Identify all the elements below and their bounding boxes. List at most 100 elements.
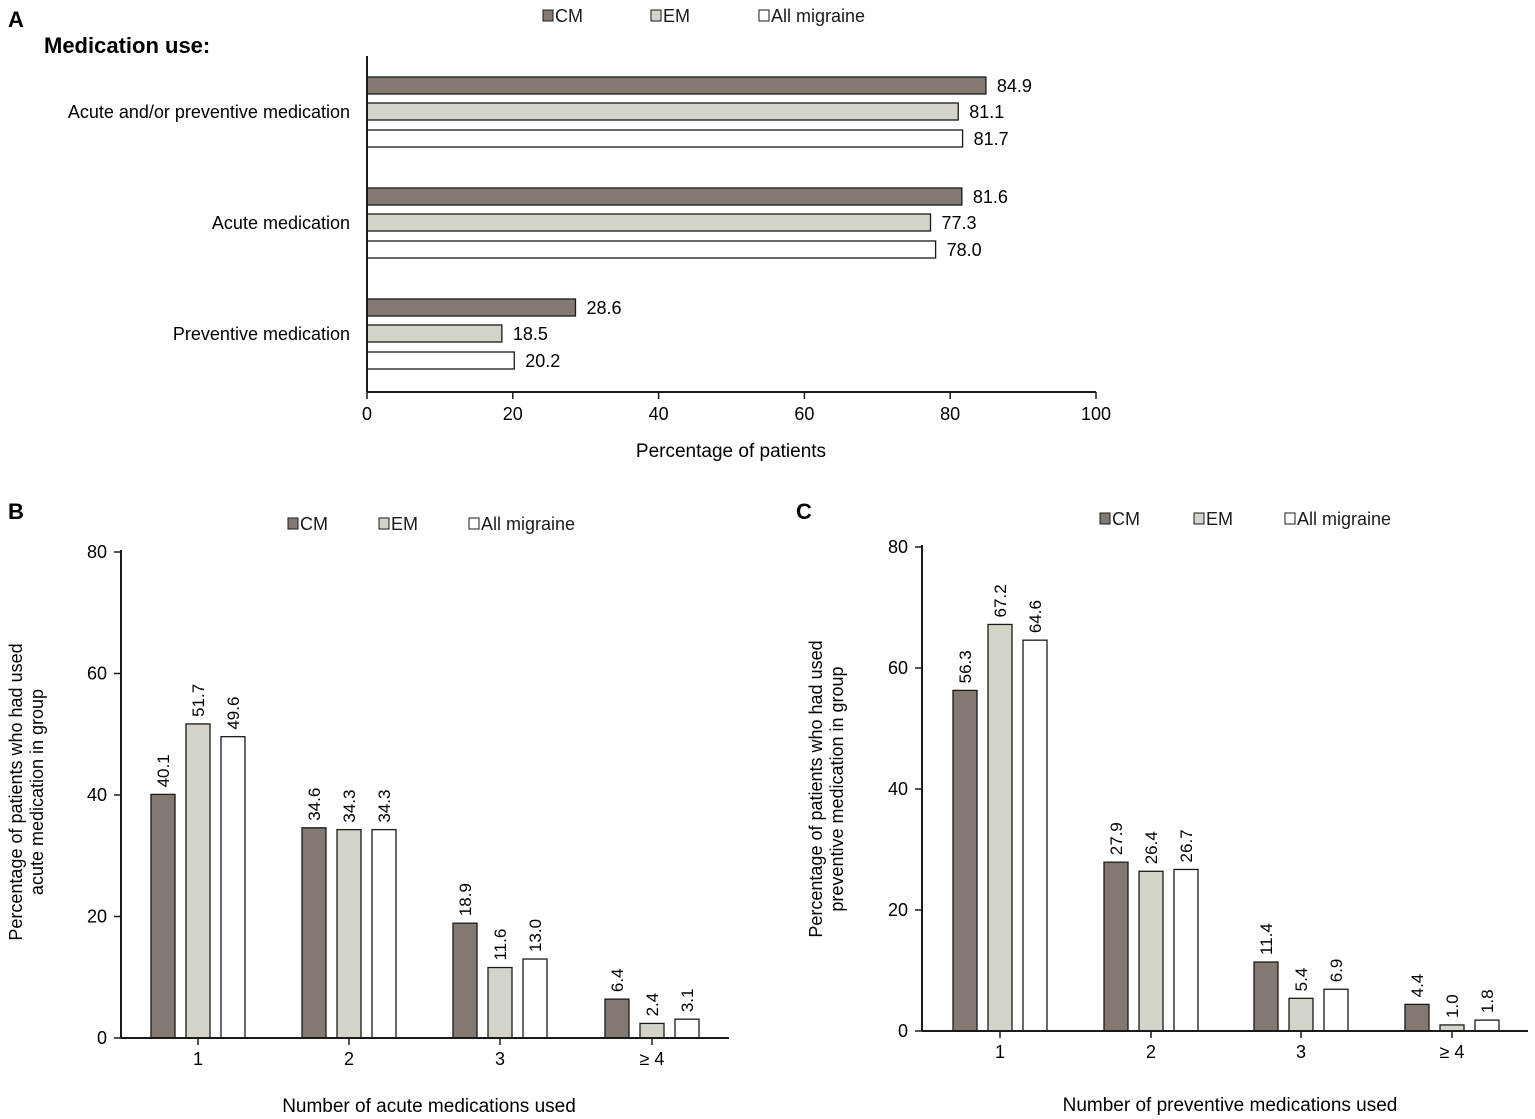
- legend-swatch-all: [758, 9, 770, 22]
- y-tick-label-c-3: 60: [888, 658, 908, 678]
- data-label-b-all-0: 49.6: [224, 697, 243, 730]
- panel-b-letter: B: [8, 499, 24, 524]
- bar-c-all-0: [1022, 639, 1048, 1032]
- data-label-b-cm-2: 18.9: [456, 883, 475, 916]
- legend-label-all: All migraine: [481, 514, 575, 534]
- data-label-b-cm-3: 6.4: [608, 968, 627, 992]
- legend-label-cm: CM: [555, 6, 583, 26]
- x-tick-label-a-5: 100: [1081, 404, 1111, 424]
- y-tick-label-b-0: 0: [97, 1028, 107, 1048]
- legend-swatch-cm: [287, 517, 299, 530]
- x-axis-title-c: Number of preventive medications used: [1063, 1095, 1398, 1116]
- bar-c-em-1: [1138, 870, 1164, 1032]
- y-tick-label-b-2: 40: [87, 785, 107, 805]
- legend-swatch-em: [1193, 512, 1205, 525]
- bar-c-all-1: [1173, 868, 1199, 1032]
- bar-c-cm-0: [952, 689, 978, 1032]
- legend-label-em: EM: [1206, 509, 1233, 529]
- category-label-c-0: 1: [995, 1042, 1005, 1062]
- legend-label-em: EM: [663, 6, 690, 26]
- legend-label-all: All migraine: [1297, 509, 1391, 529]
- y-axis-title-b-line-1: acute medication in group: [27, 689, 47, 895]
- category-label-b-3: ≥ 4: [640, 1049, 665, 1069]
- data-label-a-cm-2: 28.6: [586, 298, 621, 318]
- legend-swatch-all: [468, 517, 480, 530]
- data-label-a-cm-0: 84.9: [997, 76, 1032, 96]
- category-label-c-1: 2: [1146, 1042, 1156, 1062]
- category-label-b-2: 3: [495, 1049, 505, 1069]
- bar-c-em-0: [987, 623, 1013, 1032]
- x-tick-label-a-3: 60: [794, 404, 814, 424]
- bar-c-cm-1: [1103, 861, 1129, 1032]
- category-label-b-1: 2: [344, 1049, 354, 1069]
- data-label-c-em-0: 67.2: [991, 584, 1010, 617]
- data-label-b-all-3: 3.1: [678, 989, 697, 1013]
- data-label-c-all-1: 26.7: [1177, 829, 1196, 862]
- bar-b-all-1: [371, 828, 397, 1039]
- bar-b-cm-3: [604, 998, 630, 1039]
- data-label-a-all-2: 20.2: [525, 351, 560, 371]
- x-axis-title-b: Number of acute medications used: [282, 1096, 576, 1117]
- y-axis-title-c-line-1: preventive medication in group: [827, 666, 847, 911]
- y-tick-label-c-0: 0: [898, 1021, 908, 1041]
- bar-b-cm-1: [301, 827, 327, 1039]
- category-label-a-0: Acute and/or preventive medication: [68, 102, 350, 122]
- bar-b-cm-2: [452, 922, 478, 1039]
- x-tick-label-a-1: 20: [503, 404, 523, 424]
- bar-b-all-2: [522, 958, 548, 1039]
- data-label-b-cm-1: 34.6: [305, 788, 324, 821]
- legend-label-all: All migraine: [771, 6, 865, 26]
- x-tick-label-a-4: 80: [940, 404, 960, 424]
- legend-swatch-cm: [542, 9, 554, 22]
- x-tick-label-a-0: 0: [362, 404, 372, 424]
- bar-b-em-1: [336, 828, 362, 1039]
- data-label-a-cm-1: 81.6: [973, 187, 1008, 207]
- legend-swatch-all: [1284, 512, 1296, 525]
- legend-swatch-em: [378, 517, 390, 530]
- data-label-c-em-1: 26.4: [1142, 831, 1161, 864]
- data-label-a-all-0: 81.7: [974, 129, 1009, 149]
- data-label-c-all-0: 64.6: [1026, 600, 1045, 633]
- data-label-b-em-0: 51.7: [189, 684, 208, 717]
- bar-a-em-0: [366, 102, 959, 121]
- legend-swatch-cm: [1099, 512, 1111, 525]
- data-label-b-all-1: 34.3: [375, 790, 394, 823]
- x-tick-label-a-2: 40: [649, 404, 669, 424]
- x-axis-title-a: Percentage of patients: [636, 441, 826, 462]
- bar-c-cm-2: [1253, 961, 1279, 1032]
- bar-c-all-2: [1323, 988, 1349, 1032]
- category-label-b-0: 1: [193, 1049, 203, 1069]
- bar-c-all-3: [1474, 1019, 1500, 1032]
- bar-a-cm-0: [366, 76, 987, 95]
- bar-b-all-0: [220, 736, 246, 1039]
- y-tick-label-b-1: 20: [87, 907, 107, 927]
- data-label-c-cm-0: 56.3: [956, 650, 975, 683]
- data-label-c-cm-1: 27.9: [1107, 822, 1126, 855]
- bar-a-all-2: [366, 351, 515, 370]
- legend-label-em: EM: [391, 514, 418, 534]
- bar-a-cm-1: [366, 187, 963, 206]
- data-label-b-em-1: 34.3: [340, 790, 359, 823]
- data-label-c-all-3: 1.8: [1478, 989, 1497, 1013]
- data-label-b-cm-0: 40.1: [154, 754, 173, 787]
- bar-c-cm-3: [1404, 1003, 1430, 1032]
- y-tick-label-c-4: 80: [888, 537, 908, 557]
- y-axis-title-b-line-0: Percentage of patients who had used: [6, 643, 26, 940]
- panel-c-letter: C: [796, 499, 812, 524]
- data-label-a-em-1: 77.3: [942, 213, 977, 233]
- y-tick-label-c-2: 40: [888, 779, 908, 799]
- data-label-b-em-2: 11.6: [491, 929, 510, 961]
- data-label-b-all-2: 13.0: [526, 919, 545, 952]
- bar-b-all-3: [674, 1018, 700, 1039]
- data-label-a-em-2: 18.5: [513, 324, 548, 344]
- y-axis-title-c-line-0: Percentage of patients who had used: [806, 640, 826, 937]
- data-label-a-em-0: 81.1: [969, 102, 1004, 122]
- bar-a-all-1: [366, 240, 937, 259]
- bar-a-cm-2: [366, 298, 577, 317]
- category-label-a-2: Preventive medication: [173, 324, 350, 344]
- y-tick-label-b-3: 60: [87, 664, 107, 684]
- data-label-c-cm-2: 11.4: [1257, 923, 1276, 955]
- data-label-c-em-2: 5.4: [1292, 968, 1311, 992]
- category-label-c-2: 3: [1296, 1042, 1306, 1062]
